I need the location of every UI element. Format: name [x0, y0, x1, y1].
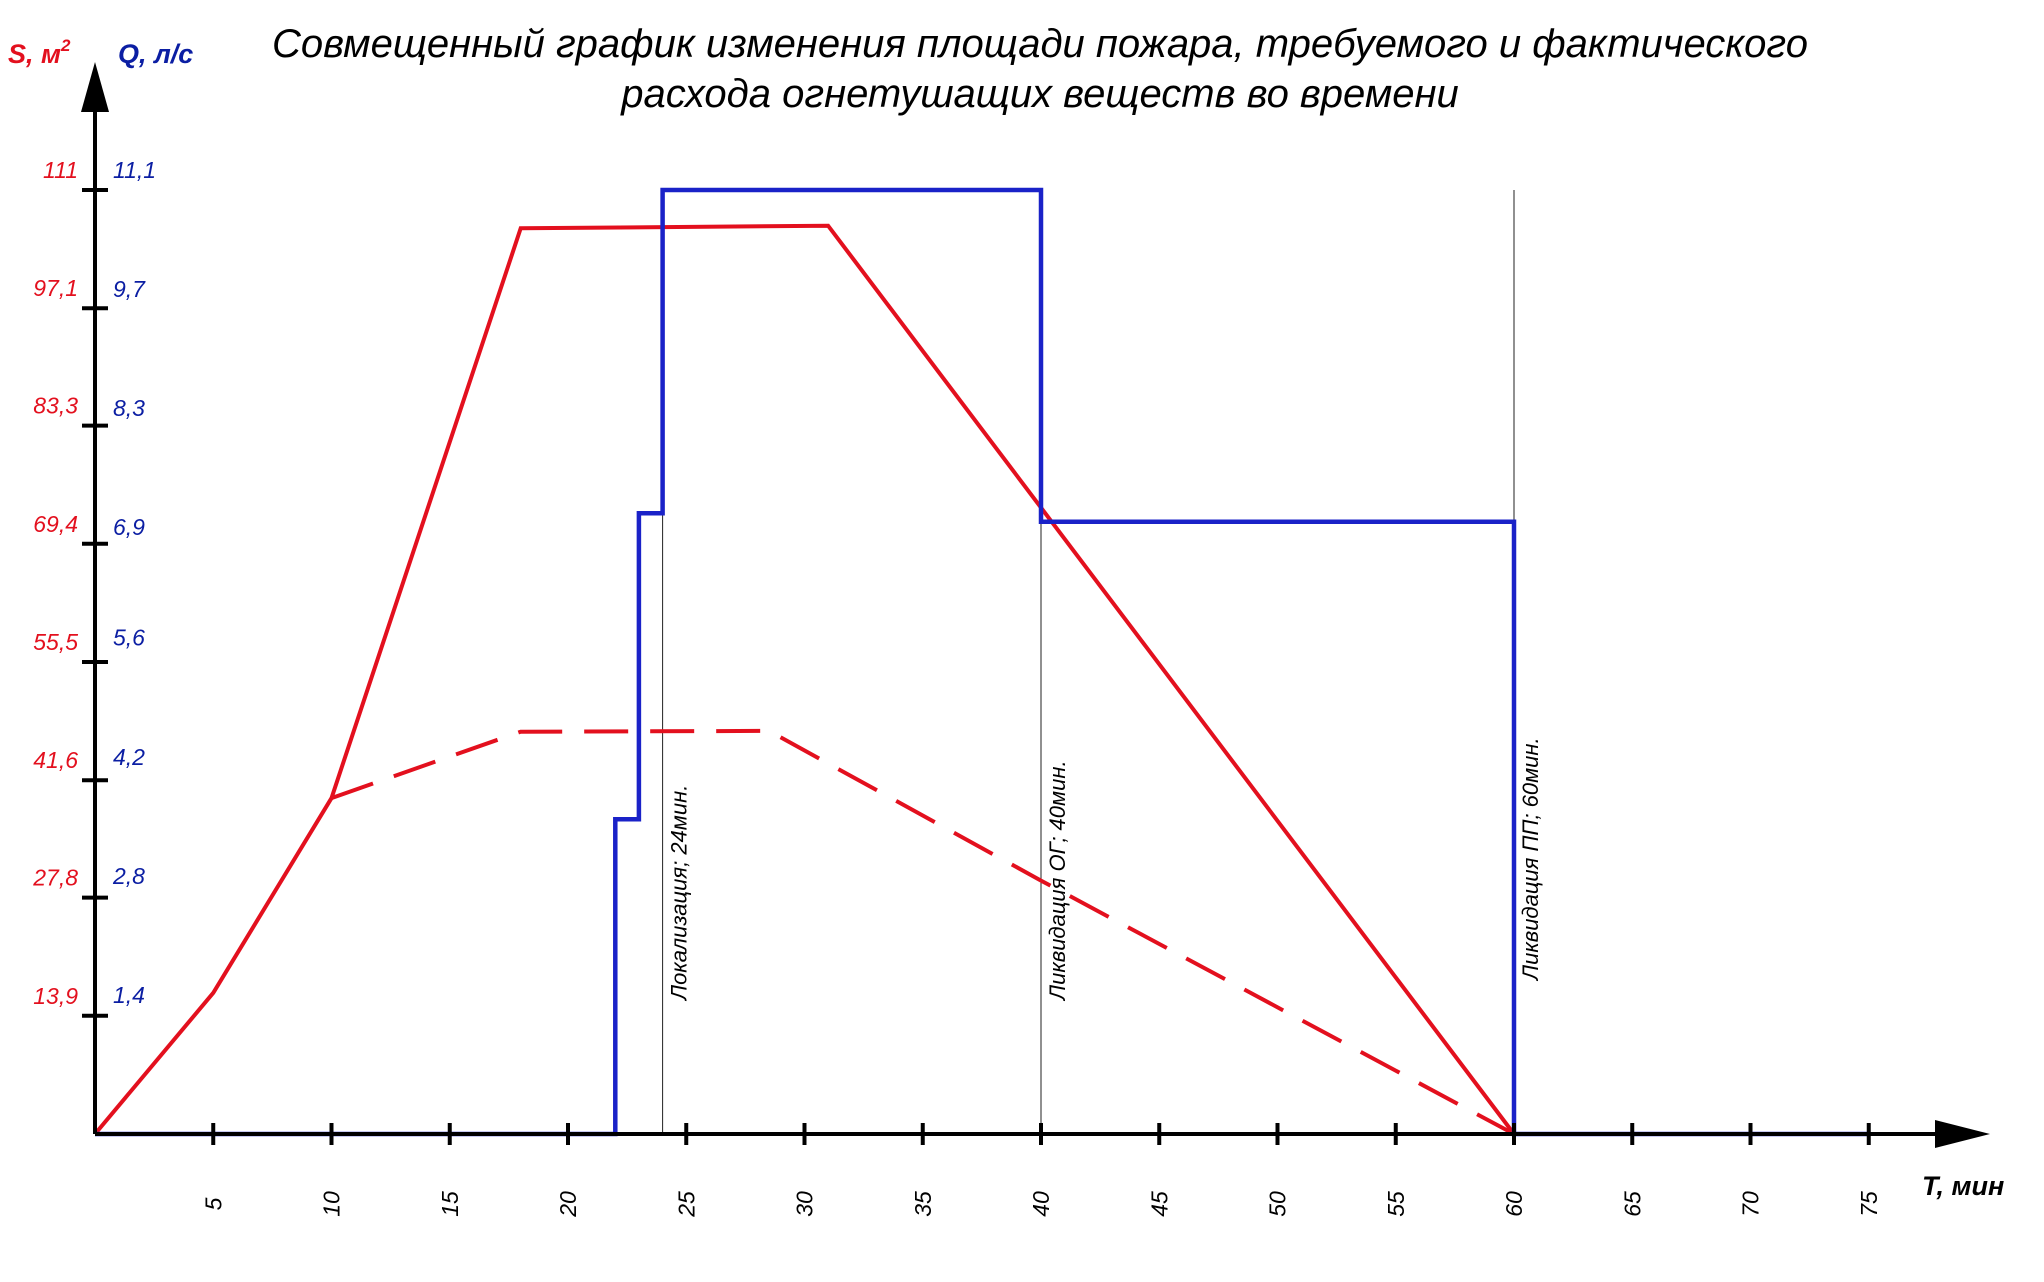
y-tick-label-q: 11,1 [113, 157, 156, 183]
ticks: 5 10 15 20 25 30 35 40 45 50 55 60 65 70 75 13,9 27,8 41,… [32, 157, 1882, 1218]
axes [81, 62, 1990, 1148]
x-axis-label: T, мин [1922, 1171, 2004, 1201]
x-tick-label: 35 [910, 1191, 936, 1217]
x-tick-label: 30 [792, 1191, 818, 1217]
x-tick-label: 15 [437, 1191, 463, 1217]
event-label: Ликвидация ПП; 60мин. [1518, 737, 1543, 982]
x-tick-label: 60 [1501, 1191, 1527, 1217]
event-label: Ликвидация ОГ; 40мин. [1045, 760, 1070, 1002]
event-label: Локализация; 24мин. [667, 785, 692, 1002]
y-tick-label-q: 1,4 [113, 982, 145, 1008]
y-tick-label-s: 83,3 [33, 393, 78, 419]
y-tick-label-q: 4,2 [113, 744, 145, 770]
y-tick-label-s: 69,4 [33, 511, 78, 537]
s-axis-label: S, м2 [8, 36, 71, 69]
y-tick-label-q: 9,7 [113, 276, 146, 302]
x-tick-label: 45 [1146, 1191, 1172, 1217]
y-tick-label-s: 13,9 [33, 983, 78, 1009]
y-tick-label-s: 27,8 [32, 865, 78, 891]
s-axis-label-text: S, м [8, 39, 61, 69]
series-lines [93, 187, 1869, 1137]
y-tick-label-s: 111 [43, 157, 78, 183]
q-axis-label: Q, л/с [118, 39, 193, 69]
chart-title-line-2: расхода огнетушащих веществ во времени [620, 72, 1459, 116]
x-tick-label: 10 [319, 1191, 345, 1217]
series-fire-area-dashed [330, 728, 1515, 1136]
y-tick-label-q: 5,6 [113, 625, 145, 651]
x-tick-label: 75 [1856, 1191, 1882, 1217]
y-tick-label-s: 97,1 [33, 275, 78, 301]
x-tick-label: 50 [1265, 1191, 1291, 1217]
y-tick-label-s: 41,6 [33, 747, 78, 773]
x-tick-label: 55 [1383, 1191, 1409, 1217]
x-tick-label: 20 [555, 1191, 581, 1218]
y-tick-label-q: 2,8 [112, 863, 145, 889]
x-tick-label: 70 [1738, 1191, 1764, 1217]
y-axis-arrow [81, 62, 109, 112]
y-tick-label-q: 6,9 [113, 514, 145, 540]
x-tick-label: 65 [1619, 1191, 1645, 1217]
y-tick-label-s: 55,5 [33, 629, 78, 655]
x-axis-arrow [1935, 1120, 1990, 1148]
series-fire-area [93, 223, 1516, 1136]
y-tick-label-q: 8,3 [113, 395, 145, 421]
x-tick-label: 40 [1028, 1191, 1054, 1217]
x-tick-label: 25 [673, 1191, 699, 1218]
event-lines: Локализация; 24мин. Ликвидация ОГ; 40мин.… [662, 190, 1543, 1134]
s-axis-label-sup: 2 [60, 36, 71, 55]
chart-title-line-1: Совмещенный график изменения площади пож… [272, 22, 1808, 66]
x-tick-label: 5 [200, 1197, 226, 1210]
series-flow [95, 187, 1869, 1137]
labels: Совмещенный график изменения площади пож… [8, 22, 2004, 1201]
